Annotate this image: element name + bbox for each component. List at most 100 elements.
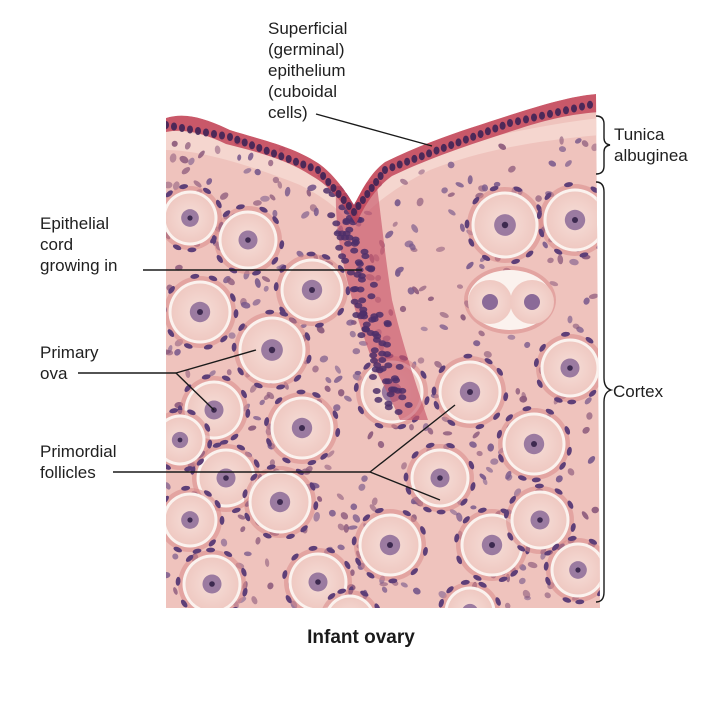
epithelial-nucleus [373, 178, 380, 186]
stromal-nucleus [166, 482, 171, 490]
follicle-cell-nucleus [397, 423, 407, 430]
stromal-nucleus [394, 199, 401, 207]
follicle-cell-nucleus [357, 406, 364, 415]
label-primordial-follicles: Primordial follicles [40, 442, 117, 482]
follicle-cell-nucleus [570, 523, 576, 532]
cord-nucleus [375, 367, 384, 374]
stromal-nucleus [243, 168, 252, 174]
cord-nucleus [390, 386, 399, 393]
stromal-nucleus [266, 391, 275, 400]
leader-primordial-follicles-a [369, 404, 456, 473]
stromal-nucleus [434, 360, 442, 368]
primordial-follicle [496, 406, 572, 483]
follicle-cell-nucleus [190, 273, 200, 279]
stromal-nucleus [349, 330, 356, 338]
follicle-cell-nucleus [242, 489, 248, 499]
cord-nucleus [386, 391, 395, 398]
cord-nucleus [390, 375, 399, 382]
stromal-nucleus [427, 427, 434, 435]
stromal-nucleus [188, 157, 195, 166]
stromal-nucleus [416, 197, 424, 207]
epithelial-nucleus [187, 125, 193, 134]
stromal-nucleus [557, 254, 564, 265]
brace-cortex [595, 181, 614, 603]
cord-nucleus [357, 276, 366, 283]
follicle-cell-nucleus [327, 593, 336, 600]
ovum-nucleus [461, 603, 479, 608]
follicle-cell-nucleus [203, 344, 213, 350]
follicle-cell-nucleus [282, 570, 288, 579]
epithelial-nucleus [507, 119, 513, 127]
stromal-nucleus [515, 388, 521, 395]
follicle-cell-nucleus [366, 572, 375, 579]
cord-nucleus [350, 240, 359, 247]
cord-nucleus [398, 387, 407, 394]
stromal-nucleus [493, 181, 501, 187]
primordial-follicle [533, 331, 600, 405]
follicle-cell-nucleus [245, 408, 251, 418]
cord-nucleus [383, 351, 392, 358]
stromal-nucleus [483, 351, 492, 358]
twin-nucleus-right [524, 294, 540, 310]
stromal-nucleus [481, 184, 489, 192]
follicle-cell-nucleus [374, 507, 384, 514]
epithelial-nucleus [492, 124, 499, 133]
epithelial-nucleus [330, 184, 337, 192]
epithelial-nucleus [368, 184, 375, 192]
epithelial-nucleus [418, 152, 425, 161]
follicle-cell-nucleus [212, 442, 222, 448]
stromal-nucleus [326, 163, 336, 170]
follicle-cell-nucleus [590, 186, 599, 193]
epithelial-nucleus [563, 106, 569, 115]
stromal-nucleus [312, 365, 319, 373]
follicle-cell-nucleus [504, 509, 509, 519]
follicle-cell-nucleus [220, 335, 228, 343]
follicle-cell-nucleus [307, 459, 317, 466]
stromal-nucleus [412, 286, 420, 295]
epithelial-nucleus [515, 117, 521, 126]
nucleolus [348, 618, 353, 623]
cord-nucleus [335, 244, 344, 251]
follicle-cell-nucleus [468, 460, 475, 470]
epithelial-nucleus [195, 127, 201, 135]
nucleolus [177, 437, 183, 443]
follicle-cell-nucleus [460, 579, 470, 585]
stromal-nucleus [400, 582, 408, 588]
stromal-nucleus [583, 297, 590, 305]
stromal-nucleus [447, 161, 455, 169]
stromal-nucleus [174, 348, 181, 356]
follicle-cell-nucleus [179, 184, 189, 190]
follicle-cell-nucleus [425, 442, 435, 449]
follicle-cell-nucleus [585, 336, 594, 344]
follicle-cell-nucleus [460, 498, 468, 506]
follicle-cell-nucleus [244, 512, 251, 522]
nucleolus [245, 237, 251, 243]
follicle-cell-nucleus [564, 182, 573, 188]
stromal-nucleus [442, 431, 453, 436]
stromal-nucleus [172, 553, 179, 560]
follicle-cell-nucleus [274, 397, 283, 405]
follicle-cell-nucleus [531, 477, 541, 483]
stromal-nucleus [401, 462, 407, 470]
follicle-cell-nucleus [214, 500, 221, 509]
stromal-nucleus [555, 475, 563, 483]
follicle-cell-nucleus [217, 613, 227, 620]
follicle-cell-nucleus [388, 578, 398, 584]
stromal-nucleus [518, 577, 526, 585]
stromal-nucleus [472, 431, 480, 439]
follicle-cell-nucleus [219, 515, 225, 525]
follicle-cell-nucleus [513, 186, 523, 192]
follicle-cell-nucleus [495, 597, 501, 606]
stromal-nucleus [418, 285, 427, 292]
stromal-nucleus [574, 138, 582, 144]
follicle-cell-nucleus [293, 374, 302, 382]
follicle-cell-nucleus [496, 429, 503, 439]
stromal-nucleus [319, 355, 329, 363]
follicle-cell-nucleus [588, 538, 598, 545]
figure-caption: Infant ovary [307, 627, 415, 648]
follicle-cell-nucleus [169, 408, 179, 414]
follicle-cell-nucleus [446, 586, 454, 594]
follicle-cell-nucleus [308, 545, 318, 551]
stromal-nucleus [326, 450, 335, 458]
primordial-follicle [175, 547, 248, 620]
